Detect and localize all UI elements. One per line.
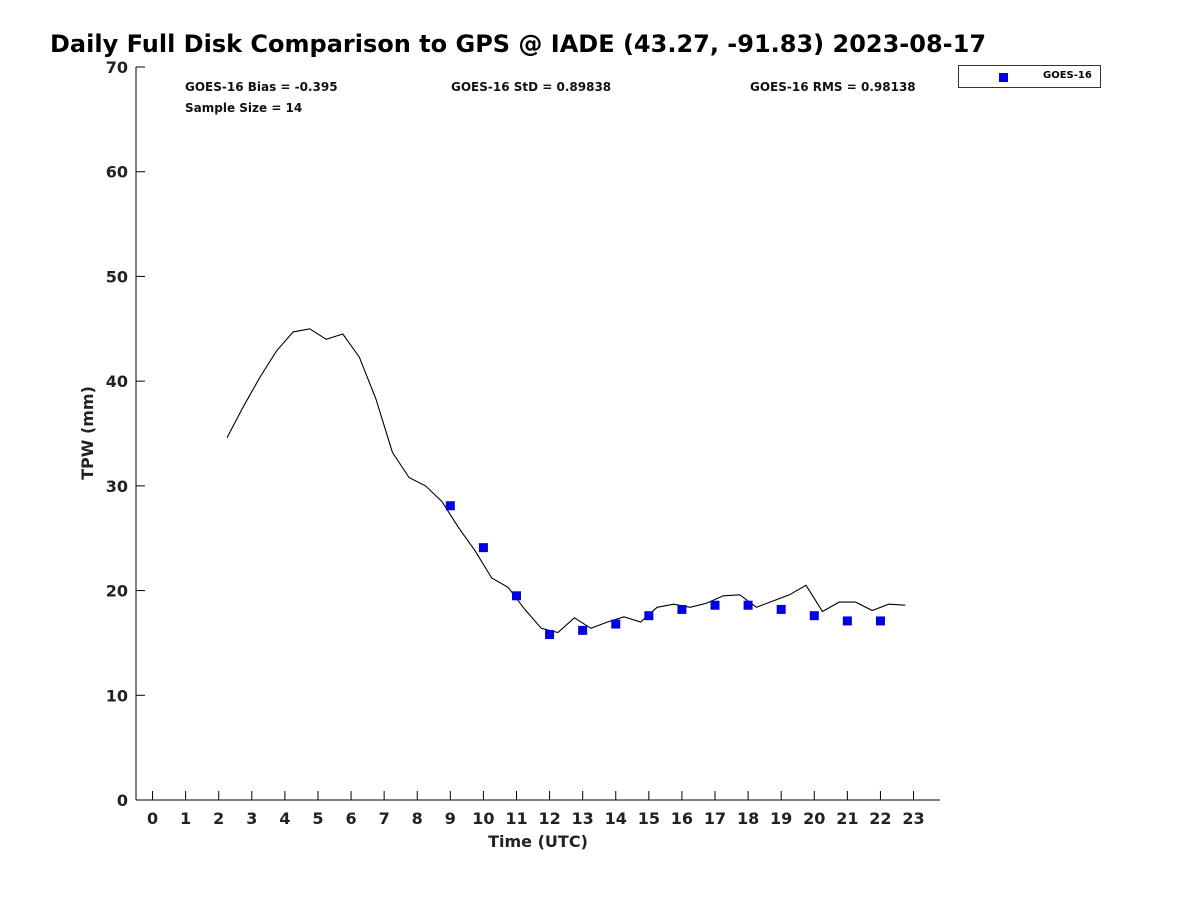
goes16-data-point	[875, 616, 885, 626]
x-tick-label: 21	[836, 809, 858, 828]
std-stat: GOES-16 StD = 0.89838	[451, 80, 612, 94]
x-tick-label: 10	[472, 809, 494, 828]
sample-size-stat: Sample Size = 14	[185, 101, 303, 115]
bias-stat: GOES-16 Bias = -0.395	[185, 80, 338, 94]
y-tick-label: 0	[117, 791, 128, 810]
x-tick-label: 6	[345, 809, 356, 828]
legend-marker-icon	[999, 73, 1008, 82]
gps-tpw-line	[226, 328, 906, 634]
y-tick-label: 30	[106, 477, 128, 496]
x-tick-label: 16	[671, 809, 693, 828]
goes16-data-point	[809, 611, 819, 621]
y-tick-label: 10	[106, 686, 128, 705]
goes16-data-point	[611, 619, 621, 629]
x-tick-label: 20	[803, 809, 825, 828]
goes16-data-point	[478, 543, 488, 553]
chart-title: Daily Full Disk Comparison to GPS @ IADE…	[50, 30, 987, 58]
x-tick-label: 19	[770, 809, 792, 828]
x-tick-label: 22	[869, 809, 891, 828]
goes16-data-point	[445, 501, 455, 511]
x-tick-label: 15	[638, 809, 660, 828]
x-tick-label: 13	[572, 809, 594, 828]
y-tick-label: 60	[106, 163, 128, 182]
goes16-data-point	[511, 591, 521, 601]
x-axis-label: Time (UTC)	[488, 832, 588, 851]
goes16-data-point	[842, 616, 852, 626]
x-tick-label: 1	[180, 809, 191, 828]
goes16-data-point	[677, 604, 687, 614]
x-tick-label: 9	[445, 809, 456, 828]
y-tick-label: 70	[106, 58, 128, 77]
x-tick-label: 5	[312, 809, 323, 828]
y-tick-label: 40	[106, 372, 128, 391]
x-tick-label: 12	[538, 809, 560, 828]
rms-stat: GOES-16 RMS = 0.98138	[750, 80, 916, 94]
x-tick-label: 0	[147, 809, 158, 828]
goes16-data-point	[545, 630, 555, 640]
goes16-data-point	[743, 600, 753, 610]
x-tick-label: 23	[902, 809, 924, 828]
x-tick-label: 2	[213, 809, 224, 828]
goes16-data-point	[644, 611, 654, 621]
x-tick-label: 8	[412, 809, 423, 828]
x-tick-label: 3	[246, 809, 257, 828]
x-tick-label: 14	[605, 809, 627, 828]
goes16-data-point	[776, 604, 786, 614]
legend: GOES-16	[958, 65, 1101, 88]
x-tick-label: 11	[505, 809, 527, 828]
y-axis-label: TPW (mm)	[78, 386, 97, 480]
legend-label: GOES-16	[1043, 70, 1092, 81]
x-tick-label: 18	[737, 809, 759, 828]
x-tick-label: 4	[279, 809, 290, 828]
goes16-data-point	[578, 625, 588, 635]
y-tick-label: 20	[106, 582, 128, 601]
y-tick-label: 50	[106, 267, 128, 286]
x-tick-label: 7	[379, 809, 390, 828]
x-tick-label: 17	[704, 809, 726, 828]
goes16-data-point	[710, 600, 720, 610]
